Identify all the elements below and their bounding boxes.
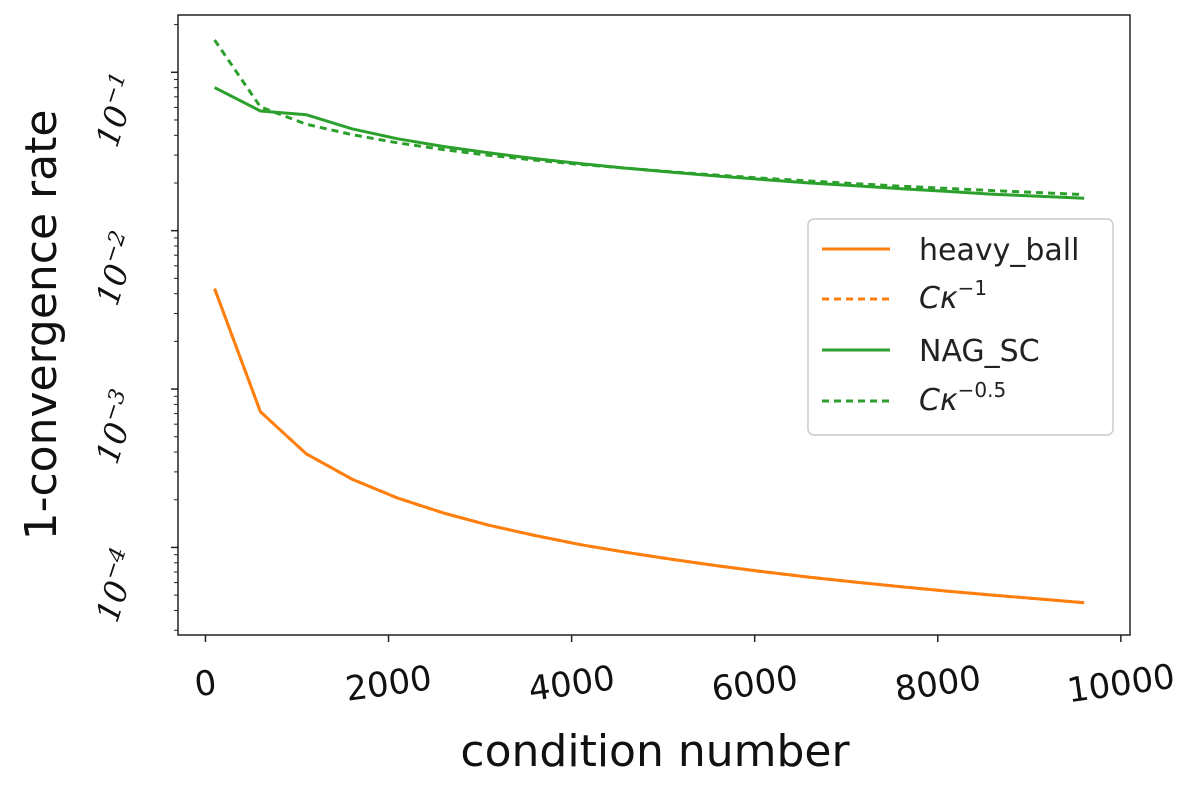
x-tick-label: 10000	[1065, 657, 1178, 712]
legend-label-heavy-ball: heavy_ball	[919, 233, 1079, 268]
y-tick-label: 10−1	[85, 69, 147, 151]
x-tick-label: 0	[192, 663, 219, 706]
x-tick-label: 8000	[892, 658, 983, 710]
legend-label-nag-sc: NAG_SC	[919, 334, 1040, 369]
y-tick-label: 10−4	[85, 544, 147, 626]
series-line-2	[213, 86, 1085, 200]
legend: heavy_ball Cκ−1 NAG_SC Cκ−0.5	[807, 218, 1114, 436]
y-tick-label: 10−2	[85, 228, 147, 310]
legend-label-c-kappa-minus-1: Cκ−1	[919, 276, 987, 316]
series-layer	[213, 39, 1085, 605]
series-line-3	[213, 39, 1085, 197]
legend-label-c-kappa-minus-0-5: Cκ−0.5	[919, 378, 1006, 418]
x-tick-label: 6000	[709, 658, 800, 710]
series-line-1	[213, 288, 1085, 605]
x-tick-label: 2000	[343, 658, 434, 710]
y-tick-label: 10−3	[85, 386, 147, 468]
y-axis-title: 1-convergence rate	[16, 110, 67, 541]
y-axis: 10−1 10−2 10−3 10−4	[85, 24, 178, 631]
x-tick-label: 4000	[526, 658, 617, 710]
x-axis-title: condition number	[460, 726, 850, 777]
legend-box	[807, 218, 1114, 436]
x-axis: 0 2000 4000 6000 8000 10000	[192, 635, 1177, 711]
